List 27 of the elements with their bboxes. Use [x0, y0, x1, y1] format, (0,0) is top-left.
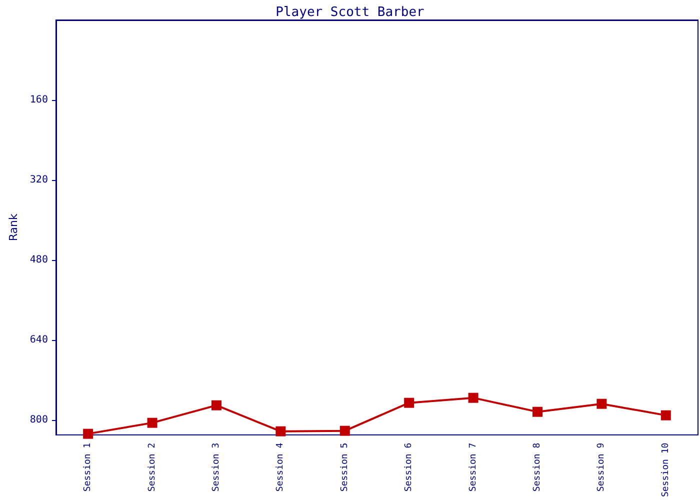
x-tick-label: Session 3 [211, 442, 222, 492]
point [660, 410, 671, 420]
point [532, 406, 542, 417]
y-tick-label: 480 [30, 254, 48, 266]
y-tick-label: 640 [30, 334, 48, 346]
point [404, 398, 414, 408]
x-tick-label: Session 10 [660, 442, 671, 498]
x-tick-label: Session 8 [532, 442, 542, 492]
chart-title: Player Scott Barber [276, 5, 425, 20]
x-tick-label: Session 4 [276, 442, 286, 492]
point [596, 398, 607, 409]
x-tick-label: Session 6 [404, 442, 414, 492]
x-tick-label: Session 2 [147, 442, 158, 492]
y-tick-label: 160 [30, 94, 48, 106]
x-tick-label: Session 1 [83, 442, 94, 492]
y-tick-label: 800 [30, 414, 48, 426]
point [83, 428, 94, 439]
x-tick-label: Session 9 [596, 442, 607, 492]
point [340, 426, 350, 436]
point [211, 400, 222, 410]
x-tick-label: Session 7 [468, 442, 478, 492]
point [468, 392, 478, 403]
point [147, 418, 158, 428]
point [276, 426, 286, 436]
y-tick-label: 320 [30, 174, 48, 186]
y-axis-title: Rank [7, 213, 20, 242]
x-tick-label: Session 5 [340, 442, 350, 492]
